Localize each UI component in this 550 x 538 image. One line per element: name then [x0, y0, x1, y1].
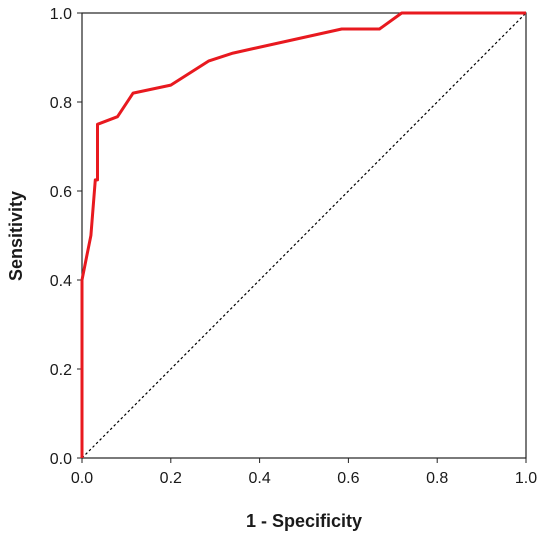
y-axis-ticks: 0.0 0.2 0.4 0.6 0.8 1.0 — [50, 6, 82, 468]
y-tick-label: 0.6 — [50, 184, 72, 201]
y-tick-label: 0.2 — [50, 362, 72, 379]
y-tick-label: 0.8 — [50, 95, 72, 112]
x-tick-label: 1.0 — [515, 470, 537, 487]
y-axis-title: Sensitivity — [6, 191, 26, 281]
plot-area — [81, 12, 527, 459]
x-tick-label: 0.0 — [71, 470, 93, 487]
x-tick-label: 0.8 — [426, 470, 448, 487]
roc-curve — [80, 11, 526, 458]
x-axis-ticks: 0.0 0.2 0.4 0.6 0.8 1.0 — [71, 458, 537, 487]
x-tick-label: 0.2 — [160, 470, 182, 487]
series-layer — [80, 11, 527, 459]
y-tick-label: 1.0 — [50, 6, 72, 23]
x-axis-title: 1 - Specificity — [246, 511, 362, 531]
y-tick-label: 0.4 — [50, 273, 72, 290]
x-tick-label: 0.6 — [337, 470, 359, 487]
x-tick-label: 0.4 — [248, 470, 270, 487]
y-tick-label: 0.0 — [50, 451, 72, 468]
